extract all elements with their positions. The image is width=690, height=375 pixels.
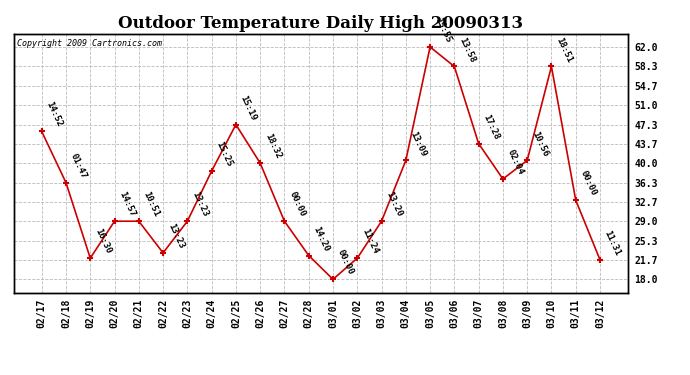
- Text: Copyright 2009 Cartronics.com: Copyright 2009 Cartronics.com: [17, 39, 162, 48]
- Text: 14:57: 14:57: [117, 190, 137, 218]
- Text: 16:30: 16:30: [93, 227, 112, 255]
- Text: 10:51: 10:51: [141, 190, 161, 218]
- Text: 02:04: 02:04: [506, 148, 525, 176]
- Text: 13:20: 13:20: [384, 190, 404, 218]
- Text: 13:58: 13:58: [457, 36, 477, 64]
- Text: 11:31: 11:31: [603, 229, 622, 257]
- Text: 14:20: 14:20: [311, 225, 331, 253]
- Text: 01:47: 01:47: [69, 152, 88, 180]
- Text: 15:55: 15:55: [433, 16, 453, 44]
- Title: Outdoor Temperature Daily High 20090313: Outdoor Temperature Daily High 20090313: [118, 15, 524, 32]
- Text: 14:52: 14:52: [44, 100, 64, 129]
- Text: 15:19: 15:19: [239, 94, 258, 122]
- Text: 00:00: 00:00: [287, 190, 307, 218]
- Text: 17:28: 17:28: [482, 112, 501, 141]
- Text: 18:32: 18:32: [263, 132, 282, 160]
- Text: 13:23: 13:23: [166, 222, 186, 250]
- Text: 13:23: 13:23: [190, 190, 210, 218]
- Text: 13:09: 13:09: [408, 129, 428, 158]
- Text: 18:51: 18:51: [554, 36, 573, 64]
- Text: 15:25: 15:25: [215, 140, 234, 168]
- Text: 00:00: 00:00: [578, 169, 598, 197]
- Text: 00:00: 00:00: [336, 248, 355, 276]
- Text: 10:56: 10:56: [530, 129, 549, 158]
- Text: 11:24: 11:24: [360, 227, 380, 255]
